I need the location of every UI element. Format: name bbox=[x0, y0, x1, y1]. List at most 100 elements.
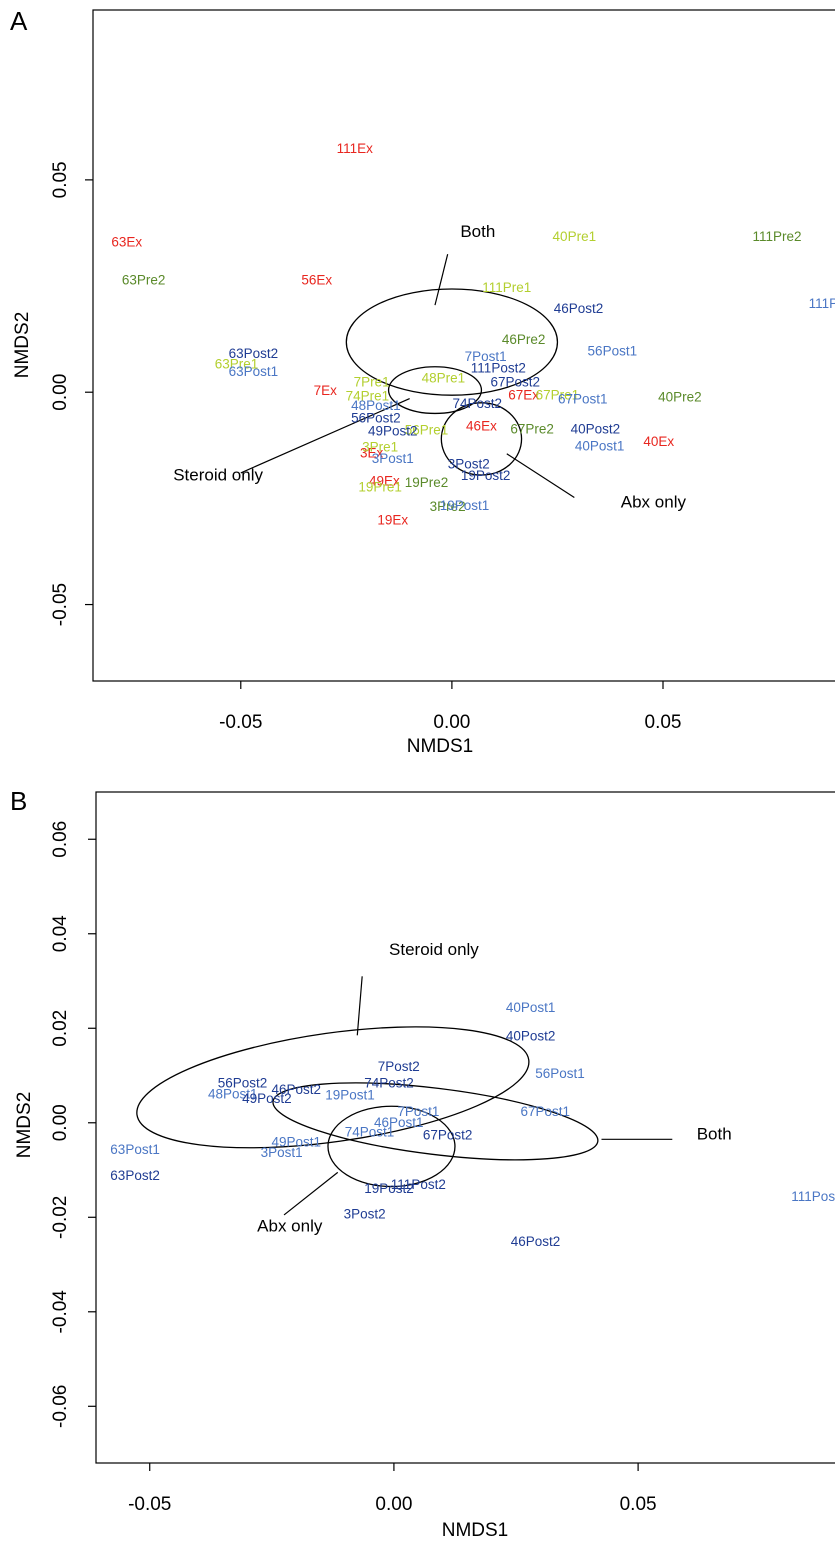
point-label: 40Ex bbox=[643, 434, 674, 449]
point-label: 40Post1 bbox=[506, 1000, 556, 1015]
point-label: 46Post2 bbox=[554, 301, 604, 316]
point-label: 48Post1 bbox=[351, 398, 401, 413]
panel-a-x-axis: -0.05 0.00 0.05 bbox=[219, 681, 681, 733]
point-label: 7Post1 bbox=[465, 349, 507, 364]
point-label: 49Post2 bbox=[368, 423, 418, 438]
y-tick-label: 0.02 bbox=[50, 1010, 71, 1047]
point-label: 63Pre2 bbox=[122, 273, 166, 288]
point-label: 49Post2 bbox=[242, 1091, 292, 1106]
panel-b-y-title: NMDS2 bbox=[14, 1092, 35, 1159]
point-label: 67Post1 bbox=[521, 1104, 571, 1119]
point-label: 19Ex bbox=[377, 513, 408, 528]
point-label: 56Ex bbox=[301, 273, 332, 288]
y-tick-label: -0.05 bbox=[50, 583, 71, 626]
point-label: 7Ex bbox=[314, 383, 338, 398]
point-label: 46Ex bbox=[466, 418, 497, 433]
point-label: 19Pre1 bbox=[358, 479, 402, 494]
point-label: 111Pre1 bbox=[482, 280, 531, 295]
panel-b-letter: B bbox=[10, 786, 27, 816]
annotation-steroid-only: Steroid only bbox=[389, 940, 479, 959]
annotation-leader-line bbox=[283, 1171, 339, 1216]
ellipse-abx-only bbox=[327, 1105, 456, 1188]
ellipse-abx-only bbox=[440, 402, 523, 476]
annotation-abx-only: Abx only bbox=[621, 493, 687, 512]
y-tick-label: -0.04 bbox=[50, 1290, 71, 1334]
point-label: 111Post1 bbox=[791, 1189, 835, 1204]
panel-b-x-title: NMDS1 bbox=[442, 1520, 509, 1541]
point-label: 56Pre1 bbox=[405, 423, 449, 438]
panel-a-frame bbox=[92, 9, 835, 682]
y-tick-label: -0.06 bbox=[50, 1385, 71, 1428]
panel-a-letter: A bbox=[10, 6, 28, 36]
panel-a-ellipses bbox=[345, 288, 559, 476]
point-label: 56Post1 bbox=[535, 1066, 585, 1081]
ellipse-both bbox=[345, 288, 559, 396]
point-label: 46Post1 bbox=[374, 1115, 424, 1130]
panel-b-plot: B -0.05 0.00 0.05 -0.06 -0.04 -0.02 0.00 0.02 0… bbox=[10, 786, 835, 1541]
point-label: 46Post2 bbox=[271, 1082, 321, 1097]
x-tick-label: 0.05 bbox=[620, 1494, 657, 1515]
point-label: 63Post2 bbox=[229, 346, 279, 361]
point-label: 63Post1 bbox=[110, 1142, 160, 1157]
x-tick-label: -0.05 bbox=[219, 712, 262, 733]
panel-a-plot: A -0.05 0.00 0.05 -0.05 0.00 0.05 Both Steroi… bbox=[10, 6, 835, 757]
point-label: 40Pre1 bbox=[553, 229, 597, 244]
point-label: 67Post2 bbox=[423, 1128, 473, 1143]
point-label: 3Post1 bbox=[261, 1145, 303, 1160]
annotation-leader-line bbox=[506, 453, 575, 499]
annotation-leader-line bbox=[240, 398, 410, 474]
point-label: 7Pre1 bbox=[354, 375, 390, 390]
point-label: 74Post2 bbox=[452, 396, 502, 411]
point-label: 74Post1 bbox=[345, 1124, 395, 1139]
panel-a-points: 111Ex 63Ex 56Ex 7Ex 3Ex 49Ex 19Ex 67Ex 46Ex 40Ex 4… bbox=[111, 141, 835, 528]
point-label: 3Pre1 bbox=[362, 440, 398, 455]
point-label: 48Post1 bbox=[208, 1086, 258, 1101]
annotation-abx-only: Abx only bbox=[257, 1216, 323, 1235]
point-label: 111Post2 bbox=[471, 361, 526, 376]
point-label: 74Pre1 bbox=[346, 389, 390, 404]
panel-b-ellipses bbox=[136, 1026, 599, 1188]
panel-a-x-title: NMDS1 bbox=[407, 736, 474, 757]
point-label: 46Pre2 bbox=[502, 332, 546, 347]
ellipse-both bbox=[272, 1082, 599, 1161]
point-label: 67Post2 bbox=[490, 375, 540, 390]
point-label: 111Post1 bbox=[809, 296, 835, 311]
point-label: 7Post1 bbox=[397, 1104, 439, 1119]
point-label: 67Pre1 bbox=[536, 387, 580, 402]
annotation-leader-line bbox=[356, 976, 363, 1036]
panel-a-annotations: Both Steroid only Abx only bbox=[173, 222, 686, 512]
point-label: 67Ex bbox=[508, 387, 539, 402]
panel-b-frame bbox=[95, 791, 835, 1464]
point-label: 49Ex bbox=[369, 474, 400, 489]
x-tick-label: -0.05 bbox=[128, 1494, 171, 1515]
panel-b-points: 40Post140Post256Post17Post274Post219Post… bbox=[110, 1000, 835, 1249]
point-label: 3Pre2 bbox=[430, 499, 466, 514]
point-label: 49Post1 bbox=[271, 1135, 321, 1150]
point-label: 19Post1 bbox=[325, 1087, 375, 1102]
point-label: 40Post2 bbox=[506, 1028, 556, 1043]
point-label: 111Pre2 bbox=[752, 229, 801, 244]
annotation-both: Both bbox=[697, 1124, 732, 1143]
y-tick-label: 0.04 bbox=[50, 915, 71, 952]
ellipse-steroid-only bbox=[387, 366, 483, 415]
point-label: 111Ex bbox=[337, 141, 374, 156]
point-label: 56Post2 bbox=[351, 411, 401, 426]
point-label: 63Post1 bbox=[229, 364, 279, 379]
point-label: 48Pre1 bbox=[422, 370, 466, 385]
point-label: 67Post1 bbox=[558, 392, 608, 407]
x-tick-label: 0.00 bbox=[375, 1494, 412, 1515]
y-tick-label: -0.02 bbox=[50, 1196, 71, 1239]
annotation-steroid-only: Steroid only bbox=[173, 466, 263, 485]
y-tick-label: 0.06 bbox=[50, 821, 71, 858]
panel-a-y-title: NMDS2 bbox=[12, 312, 33, 379]
x-tick-label: 0.00 bbox=[433, 712, 470, 733]
point-label: 7Post2 bbox=[378, 1059, 420, 1074]
x-tick-label: 0.05 bbox=[645, 712, 682, 733]
point-label: 3Post2 bbox=[344, 1207, 386, 1222]
point-label: 63Post2 bbox=[110, 1168, 160, 1183]
annotation-leader-line bbox=[434, 254, 449, 306]
point-label: 56Post1 bbox=[588, 344, 638, 359]
point-label: 19Pre2 bbox=[405, 475, 449, 490]
panel-b-x-axis: -0.05 0.00 0.05 bbox=[128, 1463, 657, 1515]
